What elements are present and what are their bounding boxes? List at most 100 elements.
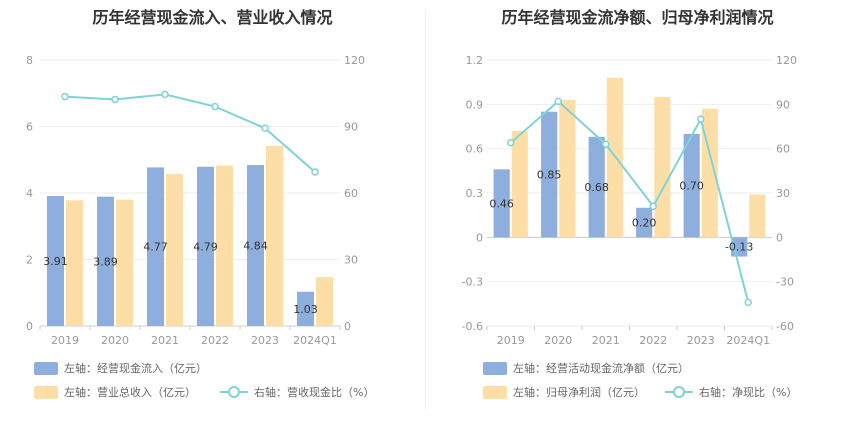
bar-data-label: 4.79 xyxy=(193,240,218,253)
bar-primary xyxy=(493,169,510,238)
line-point xyxy=(161,90,169,99)
bar-secondary xyxy=(116,199,133,326)
left-chart-title: 历年经营现金流入、营业收入情况 xyxy=(92,8,333,27)
x-tick-label: 2020 xyxy=(544,334,572,347)
bar-primary xyxy=(197,166,214,326)
bar-secondary xyxy=(216,165,233,326)
bar-primary xyxy=(683,133,700,238)
legend-swatch-primary xyxy=(34,361,58,375)
right-legend-secondary[interactable]: 左轴：归母净利润（亿元） xyxy=(483,384,645,400)
x-tick-label: 2023 xyxy=(687,334,715,347)
x-tick-label: 2021 xyxy=(592,334,620,347)
right-legend-primary[interactable]: 左轴：经营活动现金流净额（亿元） xyxy=(483,360,689,376)
y-left-tick-label: 0 xyxy=(26,320,33,333)
left-chart-svg: 0 2 4 6 8 0 30 60 90 120 2019 2020 2021 2022 2023 2024Q… xyxy=(26,54,365,347)
legend-label-secondary: 左轴：归母净利润（亿元） xyxy=(513,386,645,399)
bar-data-label: 1.03 xyxy=(293,303,318,316)
line-point xyxy=(61,92,69,101)
line-point xyxy=(261,124,269,133)
bar-data-label: 0.70 xyxy=(679,180,704,193)
legend-line-icon xyxy=(665,386,693,398)
y-left-tick-label: 8 xyxy=(26,54,33,67)
bar-data-label: 3.89 xyxy=(93,255,118,268)
x-tick-label: 2024Q1 xyxy=(726,334,770,347)
bar-data-label: 0.46 xyxy=(489,197,514,210)
bar-primary xyxy=(541,111,558,238)
y-right-tick-label: 90 xyxy=(344,121,358,134)
bar-primary xyxy=(297,291,314,326)
legend-label-line: 右轴：净现比（%） xyxy=(699,386,798,399)
left-chart-panel: 历年经营现金流入、营业收入情况 0 2 4 6 8 0 30 60 90 120 2019 2020 2… xyxy=(26,8,374,400)
bar-primary xyxy=(147,167,164,326)
line-point xyxy=(744,298,752,307)
bar-secondary xyxy=(654,96,671,238)
bar-data-label: -0.13 xyxy=(725,241,753,254)
x-tick-label: 2019 xyxy=(51,334,79,347)
bar-data-label: 4.77 xyxy=(143,241,168,254)
right-chart-title: 历年经营现金流净额、归母净利润情况 xyxy=(501,8,774,27)
legend-label-secondary: 左轴：营业总收入（亿元） xyxy=(64,386,196,399)
y-right-tick-label: 60 xyxy=(776,143,790,156)
y-left-tick-label: -0.6 xyxy=(462,320,483,333)
x-tick-label: 2023 xyxy=(251,334,279,347)
line-series xyxy=(64,93,316,173)
line-point xyxy=(311,168,319,176)
legend-label-primary: 左轴：经营现金流入（亿元） xyxy=(64,362,207,375)
y-left-tick-label: -0.3 xyxy=(462,276,483,289)
right-legend-line[interactable]: 右轴：净现比（%） xyxy=(665,384,797,400)
bar-primary xyxy=(47,195,64,326)
y-right-tick-label: 120 xyxy=(344,54,365,67)
bar-data-label: 4.84 xyxy=(243,240,268,253)
right-chart-svg: -0.6 -0.3 0 0.3 0.6 0.9 1.2 -60 -30 0 30 60 90 120 201… xyxy=(462,54,797,347)
x-tick-label: 2019 xyxy=(497,334,525,347)
y-left-tick-label: 4 xyxy=(26,187,33,200)
y-right-tick-label: 90 xyxy=(776,98,790,111)
y-right-tick-label: 0 xyxy=(776,231,783,244)
line-point xyxy=(602,140,610,148)
y-left-tick-label: 1.2 xyxy=(466,54,484,67)
y-right-tick-label: -30 xyxy=(776,276,794,289)
y-left-tick-label: 6 xyxy=(26,121,33,134)
bar-primary xyxy=(588,136,605,238)
line-point xyxy=(111,95,119,104)
x-tick-label: 2021 xyxy=(151,334,179,347)
line-point xyxy=(211,102,219,111)
bar-secondary xyxy=(316,277,333,326)
y-right-tick-label: 0 xyxy=(344,320,351,333)
bar-data-label: 0.85 xyxy=(537,169,562,182)
left-legend-line[interactable]: 右轴：营收现金比（%） xyxy=(220,384,374,400)
bar-primary xyxy=(97,196,114,326)
legend-swatch-primary xyxy=(483,361,507,375)
legend-label-primary: 左轴：经营活动现金流净额（亿元） xyxy=(513,362,689,375)
y-left-tick-label: 0 xyxy=(476,231,483,244)
bar-secondary xyxy=(559,99,576,238)
legend-label-line: 右轴：营收现金比（%） xyxy=(254,386,375,399)
line-point xyxy=(649,202,657,211)
bar-secondary xyxy=(166,174,183,326)
legend-swatch-secondary xyxy=(34,385,58,399)
y-left-tick-label: 0.6 xyxy=(466,143,484,156)
y-right-tick-label: 30 xyxy=(344,254,358,267)
line-series xyxy=(510,100,750,303)
panel-divider xyxy=(425,10,426,410)
line-point xyxy=(554,97,562,106)
left-legend-primary[interactable]: 左轴：经营现金流入（亿元） xyxy=(34,360,207,376)
x-tick-label: 2022 xyxy=(639,334,667,347)
right-chart-panel: 历年经营现金流净额、归母净利润情况 -0.6 -0.3 0 0.3 0.6 0.9 1.2-… xyxy=(425,0,850,437)
y-left-tick-label: 0.9 xyxy=(466,98,484,111)
legend-line-icon xyxy=(220,386,248,398)
bar-secondary xyxy=(66,200,83,326)
y-right-tick-label: -60 xyxy=(776,320,794,333)
bar-data-label: 3.91 xyxy=(43,255,68,268)
y-left-tick-label: 2 xyxy=(26,254,33,267)
line-point xyxy=(697,115,705,123)
bar-data-label: 0.20 xyxy=(632,217,657,230)
bar-secondary xyxy=(749,194,766,238)
y-right-tick-label: 120 xyxy=(776,54,797,67)
bar-secondary xyxy=(266,145,283,326)
bar-primary xyxy=(247,165,264,326)
left-legend-secondary[interactable]: 左轴：营业总收入（亿元） xyxy=(34,384,196,400)
line-point xyxy=(507,139,515,147)
bar-data-label: 0.68 xyxy=(584,181,609,194)
y-right-tick-label: 60 xyxy=(344,187,358,200)
